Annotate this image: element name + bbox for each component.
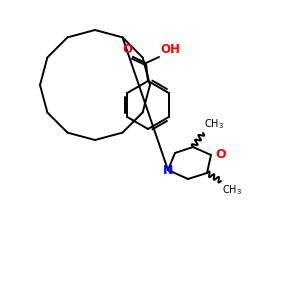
Text: OH: OH [160,43,180,56]
Text: O: O [215,148,226,160]
Text: CH$_3$: CH$_3$ [222,183,242,197]
Text: O: O [122,43,132,56]
Text: N: N [163,164,173,176]
Text: CH$_3$: CH$_3$ [204,117,224,131]
